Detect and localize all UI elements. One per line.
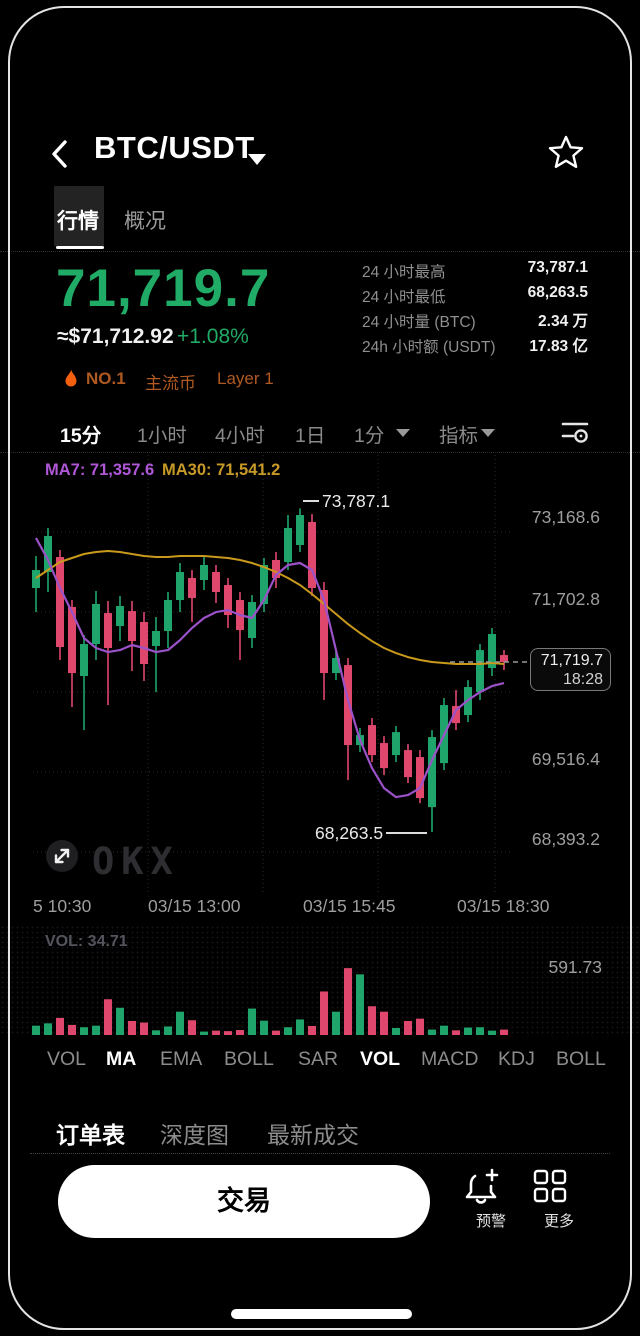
timeframe-divider — [0, 452, 640, 453]
tab-market-bg — [54, 186, 104, 246]
tab-market-underline — [56, 246, 104, 249]
y-axis-label: 68,393.2 — [531, 829, 600, 849]
x-axis-label: 5 10:30 — [33, 896, 92, 916]
favorite-star-icon[interactable] — [548, 134, 584, 170]
tab-market[interactable]: 行情 — [57, 210, 99, 233]
low-annotation-line — [386, 832, 427, 834]
last-price-tag-time: 18:28 — [562, 671, 603, 688]
fiat-value: ≈$71,712.92 — [57, 325, 174, 348]
alert-label: 预警 — [475, 1213, 506, 1230]
y-axis-label: 69,516.4 — [531, 749, 600, 769]
x-axis-label: 03/15 18:30 — [457, 896, 550, 916]
more-label: 更多 — [543, 1213, 574, 1230]
stat-row-high: 24 小时最高 73,787.1 — [362, 257, 588, 282]
grid-more-icon — [533, 1169, 567, 1203]
indicator-dropdown-caret-icon[interactable] — [481, 429, 495, 437]
volume-pane[interactable] — [0, 925, 640, 1037]
indicator-ma[interactable]: MA — [106, 1048, 137, 1070]
ma7-legend: MA7: 71,357.6 — [45, 461, 155, 479]
tab-overview[interactable]: 概况 — [124, 210, 166, 233]
low-annotation: 68,263.5 — [315, 823, 384, 843]
y-axis-label: 73,168.6 — [531, 507, 600, 527]
stat-value: 17.83 亿 — [529, 338, 588, 355]
tab-order-book[interactable]: 订单表 — [56, 1122, 125, 1148]
x-axis-label: 03/15 13:00 — [148, 896, 241, 916]
timeframe-4h[interactable]: 4小时 — [215, 425, 265, 447]
last-price: 71,719.7 — [56, 259, 271, 318]
indicator-sar[interactable]: SAR — [298, 1048, 339, 1070]
timeframe-dropdown-caret-icon[interactable] — [396, 429, 410, 437]
x-axis-label: 03/15 15:45 — [303, 896, 396, 916]
tab-latest-trades[interactable]: 最新成交 — [267, 1122, 359, 1148]
indicator-dropdown[interactable]: 指标 — [439, 425, 479, 447]
stat-row-turnover-usdt: 24h 小时额 (USDT) 17.83 亿 — [362, 332, 588, 357]
detail-tabs-divider — [30, 1153, 610, 1154]
ma30-legend: MA30: 71,541.2 — [162, 461, 281, 479]
indicator-kdj[interactable]: KDJ — [498, 1048, 535, 1070]
fullscreen-expand-icon[interactable] — [46, 840, 78, 872]
chart-settings-icon[interactable] — [560, 418, 590, 444]
change-percent: +1.08% — [177, 325, 249, 348]
more-button[interactable]: 更多 — [533, 1168, 585, 1231]
timeframe-1d[interactable]: 1日 — [295, 425, 326, 447]
tab-depth-chart[interactable]: 深度图 — [160, 1122, 229, 1148]
okx-watermark: OKX — [92, 840, 180, 883]
category-badge-layer1[interactable]: Layer 1 — [217, 369, 274, 388]
timeframe-15m[interactable]: 15分 — [60, 425, 102, 447]
candlestick-chart[interactable] — [0, 455, 640, 895]
indicator-ema[interactable]: EMA — [160, 1048, 203, 1070]
home-indicator[interactable] — [231, 1309, 412, 1319]
rank-badge[interactable]: NO.1 — [86, 369, 126, 388]
indicator-boll-main[interactable]: BOLL — [224, 1048, 274, 1070]
timeframe-1h[interactable]: 1小时 — [137, 425, 187, 447]
high-annotation-line — [303, 500, 319, 502]
indicator-macd[interactable]: MACD — [421, 1048, 479, 1070]
volume-current-label: VOL: 34.71 — [45, 933, 128, 950]
pair-title[interactable]: BTC/USDT — [94, 130, 255, 165]
back-chevron-icon — [52, 140, 67, 168]
stat-label: 24 小时最低 — [362, 289, 446, 306]
stat-row-low: 24 小时最低 68,263.5 — [362, 282, 588, 307]
last-price-tag: 71,719.7 18:28 — [530, 648, 611, 691]
stat-value: 68,263.5 — [527, 284, 588, 301]
indicator-boll-sub[interactable]: BOLL — [556, 1048, 606, 1070]
y-axis-label: 71,702.8 — [531, 589, 600, 609]
stat-value: 73,787.1 — [527, 259, 588, 276]
high-annotation: 73,787.1 — [322, 491, 391, 511]
stat-value: 2.34 万 — [538, 313, 588, 330]
category-badge-mainstream[interactable]: 主流币 — [145, 374, 196, 393]
last-price-tag-price: 71,719.7 — [540, 652, 603, 669]
indicator-vol-main[interactable]: VOL — [47, 1048, 87, 1070]
timeframe-1m-dropdown[interactable]: 1分 — [354, 425, 385, 447]
stat-label: 24 小时量 (BTC) — [362, 314, 476, 331]
back-button[interactable] — [48, 138, 74, 170]
trade-button[interactable]: 交易 — [58, 1165, 430, 1238]
tabs-divider — [0, 251, 640, 252]
stat-label: 24 小时最高 — [362, 264, 446, 281]
volume-bars — [32, 968, 508, 1035]
pair-dropdown-caret-icon[interactable] — [248, 154, 266, 165]
stat-row-volume-btc: 24 小时量 (BTC) 2.34 万 — [362, 307, 588, 332]
bell-plus-icon — [465, 1168, 499, 1204]
volume-scale-max: 591.73 — [548, 957, 602, 977]
stat-label: 24h 小时额 (USDT) — [362, 339, 496, 356]
flame-icon — [63, 369, 79, 388]
indicator-vol-sub[interactable]: VOL — [360, 1048, 401, 1070]
alert-button[interactable]: 预警 — [462, 1168, 520, 1231]
stats-panel: 24 小时最高 73,787.1 24 小时最低 68,263.5 24 小时量… — [362, 257, 588, 357]
